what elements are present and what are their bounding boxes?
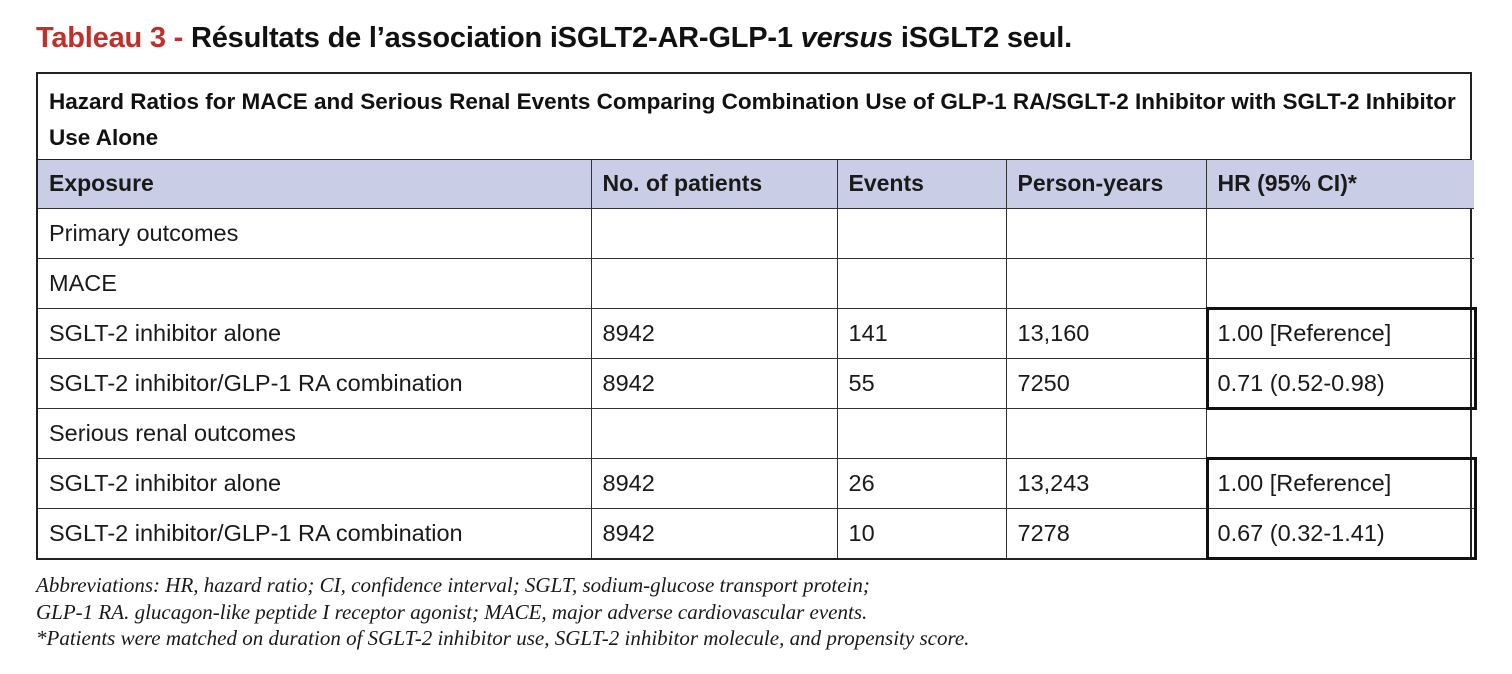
cell-exposure: SGLT-2 inhibitor alone [38, 457, 591, 508]
column-header-exposure: Exposure [38, 160, 591, 208]
table-row: SGLT-2 inhibitor/GLP-1 RA combination 89… [38, 507, 1478, 561]
column-header-events: Events [836, 160, 1006, 208]
cell-patients [590, 207, 837, 258]
cell-person-years: 7250 [1005, 357, 1206, 408]
cell-hr: 1.00 [Reference] [1205, 307, 1478, 359]
footnote-abbreviations-2: GLP-1 RA. glucagon-like peptide I recept… [36, 599, 868, 624]
cell-events [836, 407, 1006, 458]
cell-person-years [1005, 407, 1206, 458]
column-header-person-years: Person-years [1005, 160, 1206, 208]
cell-exposure: MACE [38, 257, 591, 308]
footnote-abbreviations-1: Abbreviations: HR, hazard ratio; CI, con… [36, 573, 870, 597]
cell-patients: 8942 [590, 357, 837, 408]
cell-exposure: SGLT-2 inhibitor/GLP-1 RA combination [38, 357, 591, 408]
cell-patients [590, 257, 837, 308]
cell-patients: 8942 [590, 307, 837, 358]
cell-events: 55 [836, 357, 1006, 408]
table-row: MACE [38, 257, 1474, 308]
cell-events [836, 257, 1006, 308]
cell-patients: 8942 [590, 457, 837, 508]
title-italic-word: versus [800, 22, 894, 54]
table-footnotes: Abbreviations: HR, hazard ratio; CI, con… [36, 572, 969, 652]
table-caption: Hazard Ratios for MACE and Serious Renal… [38, 74, 1470, 160]
cell-events [836, 207, 1006, 258]
title-text-before: Résultats de l’association iSGLT2-AR-GLP… [183, 22, 801, 54]
table-row: SGLT-2 inhibitor/GLP-1 RA combination 89… [38, 357, 1478, 410]
column-header-hr: HR (95% CI)* [1205, 160, 1474, 208]
cell-exposure: SGLT-2 inhibitor alone [38, 307, 591, 358]
cell-person-years: 13,160 [1005, 307, 1206, 358]
cell-events: 141 [836, 307, 1006, 358]
cell-exposure: Serious renal outcomes [38, 407, 591, 458]
results-table-frame: Hazard Ratios for MACE and Serious Renal… [36, 72, 1478, 561]
cell-exposure: Primary outcomes [38, 207, 591, 258]
cell-patients [590, 407, 837, 458]
cell-exposure: SGLT-2 inhibitor/GLP-1 RA combination [38, 507, 591, 558]
table-title: Tableau 3 - Résultats de l’association i… [36, 22, 1072, 55]
cell-hr: 0.67 (0.32-1.41) [1205, 507, 1478, 561]
cell-hr [1205, 207, 1474, 258]
cell-person-years [1005, 257, 1206, 308]
table-number-label: Tableau 3 - [36, 22, 184, 54]
cell-events: 26 [836, 457, 1006, 508]
cell-events: 10 [836, 507, 1006, 558]
table-row: Primary outcomes [38, 207, 1474, 258]
cell-person-years: 7278 [1005, 507, 1206, 558]
cell-patients: 8942 [590, 507, 837, 558]
header-row: Exposure No. of patients Events Person-y… [38, 160, 1474, 208]
title-text-after: iSGLT2 seul. [892, 22, 1072, 54]
column-header-patients: No. of patients [590, 160, 837, 208]
cell-person-years [1005, 207, 1206, 258]
cell-person-years: 13,243 [1005, 457, 1206, 508]
cell-hr: 1.00 [Reference] [1205, 457, 1478, 509]
results-table: Exposure No. of patients Events Person-y… [38, 160, 1478, 561]
cell-hr: 0.71 (0.52-0.98) [1205, 357, 1478, 410]
table-row: SGLT-2 inhibitor alone 8942 141 13,160 1… [38, 307, 1478, 359]
footnote-matching: *Patients were matched on duration of SG… [36, 626, 970, 650]
table-row: SGLT-2 inhibitor alone 8942 26 13,243 1.… [38, 457, 1478, 509]
cell-hr [1205, 257, 1474, 308]
table-row: Serious renal outcomes [38, 407, 1474, 458]
cell-hr [1205, 407, 1474, 458]
